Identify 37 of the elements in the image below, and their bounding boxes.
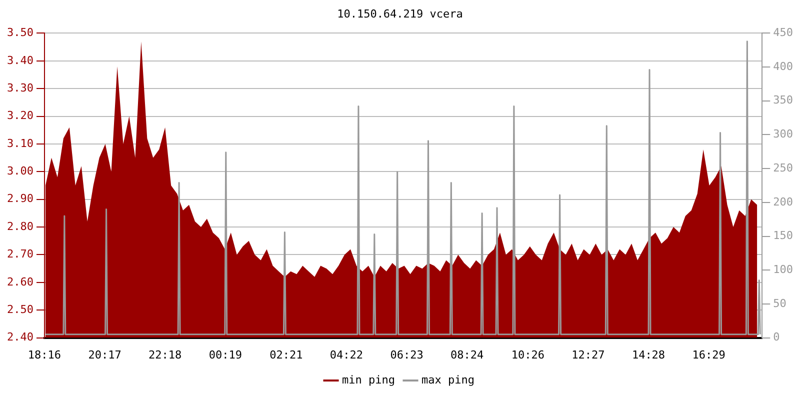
- x-tick-label: 14:28: [632, 348, 666, 362]
- x-tick-label: 06:23: [390, 348, 424, 362]
- y2-tick-label: 150: [773, 229, 794, 242]
- y2-tick-label: 50: [773, 296, 786, 310]
- y-tick-label: 3.50: [6, 26, 34, 40]
- x-tick-label: 00:19: [208, 348, 242, 362]
- x-tick-label: 04:22: [330, 348, 364, 362]
- y-tick-label: 2.40: [6, 330, 34, 344]
- x-tick-label: 12:27: [572, 348, 605, 362]
- y-tick-label: 3.40: [6, 54, 34, 67]
- y-tick-label: 3.10: [6, 136, 34, 150]
- legend-label: min ping: [342, 373, 396, 386]
- x-tick-label: 22:18: [148, 348, 182, 362]
- y2-tick-label: 0: [773, 330, 780, 344]
- y-tick-label: 2.70: [6, 248, 34, 261]
- x-tick-label: 10:26: [511, 348, 544, 362]
- y-tick-label: 3.20: [6, 109, 34, 122]
- legend-label: max ping: [422, 373, 474, 386]
- x-tick-label: 08:24: [450, 348, 484, 362]
- y-tick-label: 2.90: [6, 192, 34, 206]
- x-tick-label: 02:21: [270, 348, 303, 362]
- x-tick-label: 18:16: [28, 348, 62, 362]
- y2-tick-label: 250: [773, 161, 794, 174]
- x-tick-label: 20:17: [88, 348, 122, 362]
- y-tick-label: 2.60: [6, 275, 34, 288]
- y-tick-label: 2.50: [6, 302, 34, 316]
- y2-tick-label: 350: [773, 94, 794, 107]
- y-tick-label: 3.00: [6, 164, 34, 178]
- y-tick-label: 3.30: [6, 81, 34, 94]
- y-tick-label: 2.80: [6, 220, 34, 233]
- y2-tick-label: 300: [773, 128, 794, 141]
- chart-title: 10.150.64.219 vcera: [337, 7, 463, 20]
- y2-tick-label: 100: [773, 262, 794, 276]
- y2-tick-label: 200: [773, 195, 794, 208]
- x-tick-label: 16:29: [692, 348, 726, 362]
- y2-tick-label: 400: [773, 60, 794, 73]
- y2-tick-label: 450: [773, 26, 794, 40]
